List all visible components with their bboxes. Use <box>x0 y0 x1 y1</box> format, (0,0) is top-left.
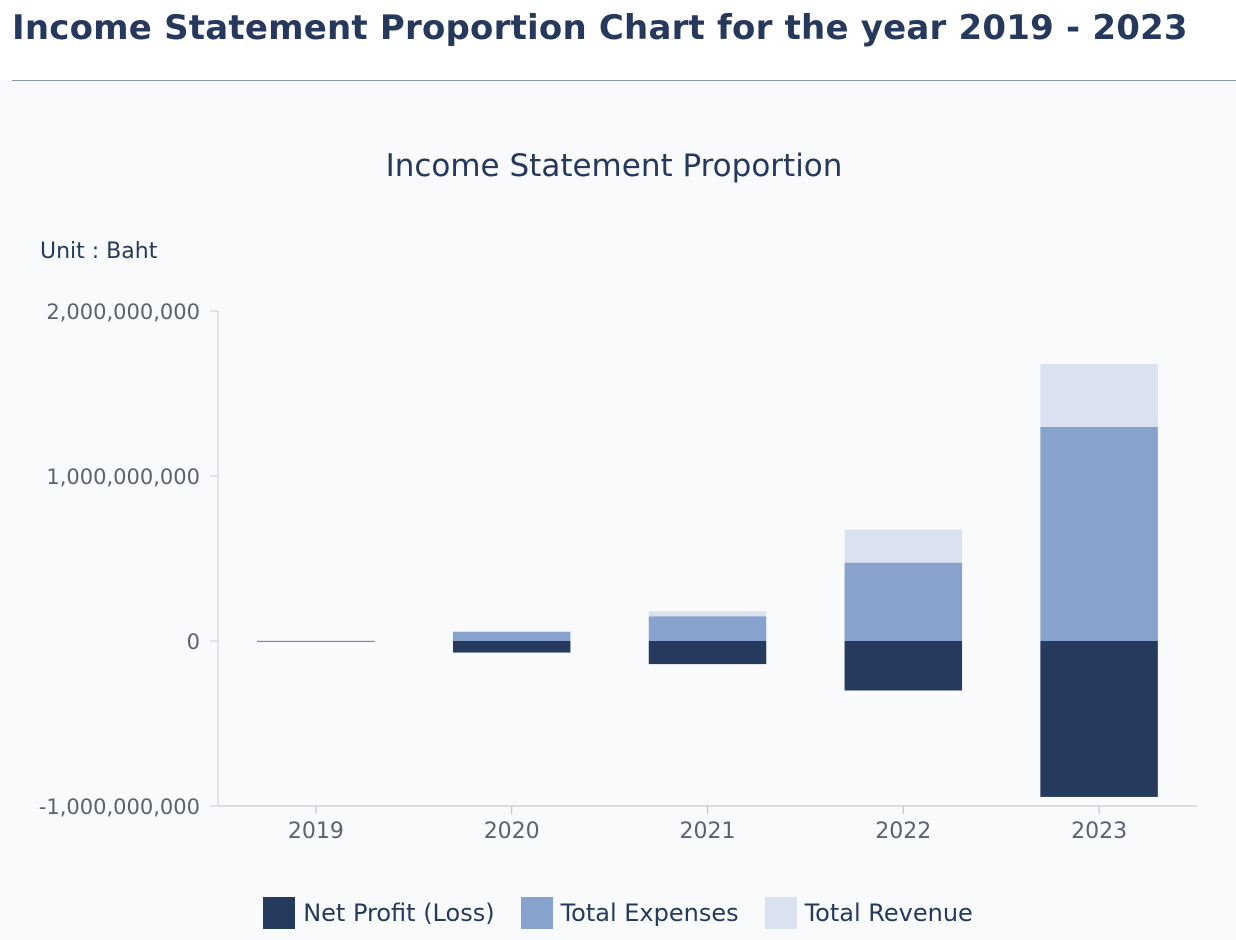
bar-total-revenue-2020 <box>452 630 571 632</box>
bar-net-profit-loss-2022 <box>844 641 963 691</box>
legend-label: Total Revenue <box>804 899 973 927</box>
legend-swatch <box>764 897 797 929</box>
bar-total-expenses-2022 <box>844 562 963 641</box>
legend-label: Total Expenses <box>560 899 739 927</box>
bar-net-profit-loss-2021 <box>648 641 767 665</box>
y-tick-label: 1,000,000,000 <box>46 465 200 489</box>
x-tick-label: 2023 <box>1071 819 1127 844</box>
y-tick-label: -1,000,000,000 <box>39 795 200 819</box>
legend: Net Profit (Loss) Total Expenses Total Rev… <box>0 897 1236 929</box>
legend-item[interactable]: Total Revenue <box>764 897 973 929</box>
header-bar: Income Statement Proportion Chart for th… <box>0 0 1236 80</box>
x-tick-label: 2021 <box>680 819 736 844</box>
bar-total-expenses-2020 <box>452 631 571 641</box>
bar-net-profit-loss-2020 <box>452 641 571 653</box>
y-tick-label: 0 <box>187 630 200 654</box>
legend-swatch <box>263 897 296 929</box>
legend-label: Net Profit (Loss) <box>303 899 495 927</box>
bar-total-revenue-2019 <box>257 640 375 642</box>
x-tick-label: 2022 <box>875 819 931 844</box>
x-tick-label: 2019 <box>288 819 344 844</box>
x-tick-label: 2020 <box>484 819 540 844</box>
header-divider <box>12 80 1236 81</box>
bar-total-revenue-2023 <box>1040 363 1158 427</box>
page-title: Income Statement Proportion Chart for th… <box>12 8 1188 48</box>
bar-total-expenses-2021 <box>648 616 767 641</box>
bar-total-revenue-2021 <box>648 611 767 617</box>
legend-swatch <box>520 897 553 929</box>
bar-total-expenses-2023 <box>1040 426 1158 641</box>
bar-total-revenue-2022 <box>844 529 963 563</box>
unit-label: Unit : Baht <box>40 239 158 264</box>
legend-item[interactable]: Total Expenses <box>520 897 739 929</box>
y-tick-label: 2,000,000,000 <box>46 300 200 324</box>
legend-item[interactable]: Net Profit (Loss) <box>263 897 495 929</box>
bar-net-profit-loss-2023 <box>1040 641 1158 797</box>
chart-title: Income Statement Proportion <box>386 148 843 184</box>
